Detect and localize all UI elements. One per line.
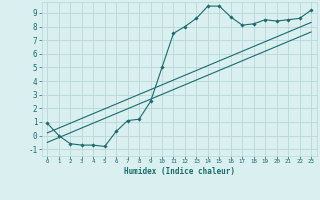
X-axis label: Humidex (Indice chaleur): Humidex (Indice chaleur) xyxy=(124,167,235,176)
